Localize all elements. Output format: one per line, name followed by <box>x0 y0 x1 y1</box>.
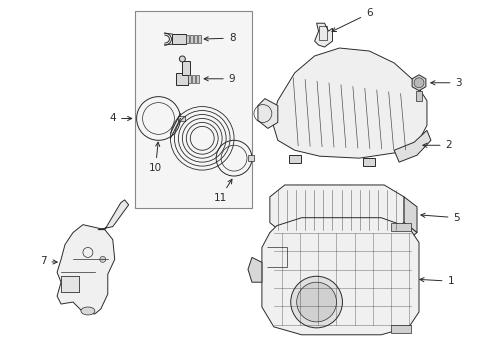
Text: 7: 7 <box>40 256 57 266</box>
Bar <box>192 75 195 83</box>
Circle shape <box>290 276 342 328</box>
Circle shape <box>100 256 105 262</box>
Text: 4: 4 <box>109 113 131 123</box>
Text: 8: 8 <box>203 33 235 43</box>
Bar <box>247 155 253 161</box>
Polygon shape <box>257 99 277 129</box>
Circle shape <box>179 56 185 62</box>
Bar <box>390 223 410 231</box>
Bar <box>188 75 191 83</box>
Text: 6: 6 <box>331 8 372 32</box>
Text: 3: 3 <box>430 78 461 88</box>
Bar <box>178 116 185 121</box>
Polygon shape <box>247 257 262 282</box>
Polygon shape <box>98 200 128 230</box>
Bar <box>134 11 251 208</box>
Bar <box>186 35 189 43</box>
Ellipse shape <box>81 307 95 315</box>
Bar <box>318 26 326 40</box>
Polygon shape <box>57 225 115 314</box>
Circle shape <box>296 282 336 322</box>
Polygon shape <box>262 218 418 335</box>
Bar <box>172 34 186 44</box>
Bar <box>390 325 410 333</box>
Text: 11: 11 <box>213 179 231 203</box>
Polygon shape <box>411 75 425 91</box>
Text: 5: 5 <box>420 213 459 223</box>
Polygon shape <box>269 185 403 235</box>
Bar <box>415 91 421 100</box>
Bar <box>176 73 188 85</box>
Bar <box>288 155 300 163</box>
Polygon shape <box>403 197 416 233</box>
Bar <box>61 276 79 292</box>
Bar <box>182 61 190 75</box>
Circle shape <box>413 78 423 88</box>
Bar <box>363 158 374 166</box>
Polygon shape <box>314 23 332 47</box>
Text: 10: 10 <box>149 142 162 173</box>
Polygon shape <box>393 130 430 162</box>
Text: 9: 9 <box>203 74 235 84</box>
Text: 1: 1 <box>419 276 453 286</box>
Bar <box>190 35 193 43</box>
Text: 2: 2 <box>422 140 451 150</box>
Bar <box>196 75 199 83</box>
Bar <box>198 35 201 43</box>
Polygon shape <box>271 48 426 158</box>
Bar <box>61 276 79 292</box>
Bar <box>194 35 197 43</box>
Polygon shape <box>269 223 416 244</box>
